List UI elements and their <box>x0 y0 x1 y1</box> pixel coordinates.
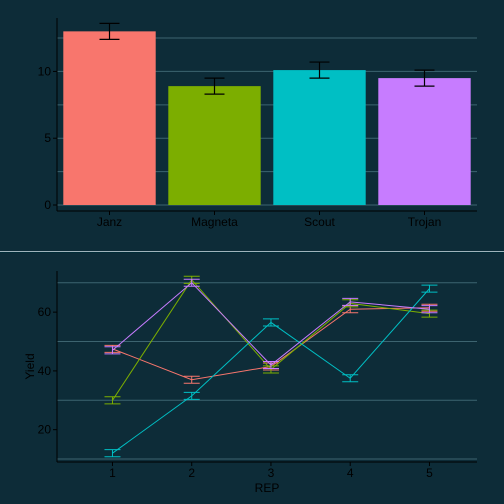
bar-3 <box>378 78 471 205</box>
x-tick-label-1: Magneta <box>191 215 238 229</box>
bar-0 <box>63 31 156 205</box>
error-bar-1 <box>204 77 225 95</box>
series-3-error-bar-2 <box>262 361 279 370</box>
y-axis-title: Yield <box>23 353 37 379</box>
x-tick-label-0: Janz <box>97 215 122 229</box>
series-3-error-bar-4 <box>421 305 438 314</box>
y-tick-label-1: 40 <box>38 364 52 378</box>
line-chart: 1 2 3 4 5 20 40 60 REP Yield <box>23 271 477 495</box>
y-tick-label-0: 20 <box>38 423 52 437</box>
bar-1 <box>168 86 261 205</box>
series-2-error-bar-3 <box>342 374 359 383</box>
series-0-error-bar-1 <box>183 375 200 384</box>
series-2-error-bar-4 <box>421 284 438 293</box>
line-chart-panel: 1 2 3 4 5 20 40 60 REP Yield <box>0 253 504 504</box>
x-tick-label-3: Trojan <box>408 215 442 229</box>
x-tick-label-3: 4 <box>347 466 354 480</box>
x-axis-title: REP <box>255 481 280 495</box>
y-tick-label-0: 0 <box>44 198 51 212</box>
series-1-error-bar-0 <box>104 396 121 405</box>
bar-chart-panel: Janz Magneta Scout Trojan 0 5 10 <box>0 0 504 252</box>
y-tick-label-1: 5 <box>44 131 51 145</box>
x-tick-label-2: Scout <box>304 215 335 229</box>
series-2-error-bar-1 <box>183 391 200 400</box>
y-tick-label-2: 10 <box>38 64 52 78</box>
x-tick-label-4: 5 <box>426 466 433 480</box>
series-3-error-bar-1 <box>183 278 200 287</box>
error-bar-0 <box>99 22 120 40</box>
y-tick-label-2: 60 <box>38 305 52 319</box>
error-bar-3 <box>414 69 435 87</box>
x-tick-label-0: 1 <box>109 466 116 480</box>
error-bar-2 <box>309 61 330 79</box>
series-3-error-bar-3 <box>342 297 359 306</box>
series-2-error-bar-2 <box>262 318 279 327</box>
x-tick-label-2: 3 <box>268 466 275 480</box>
x-tick-label-1: 2 <box>188 466 195 480</box>
series-line-1 <box>112 278 430 401</box>
series-2-error-bar-0 <box>104 449 121 458</box>
bar-chart: Janz Magneta Scout Trojan 0 5 10 <box>38 18 477 229</box>
series-3-error-bar-0 <box>104 346 121 355</box>
bar-2 <box>273 70 366 205</box>
